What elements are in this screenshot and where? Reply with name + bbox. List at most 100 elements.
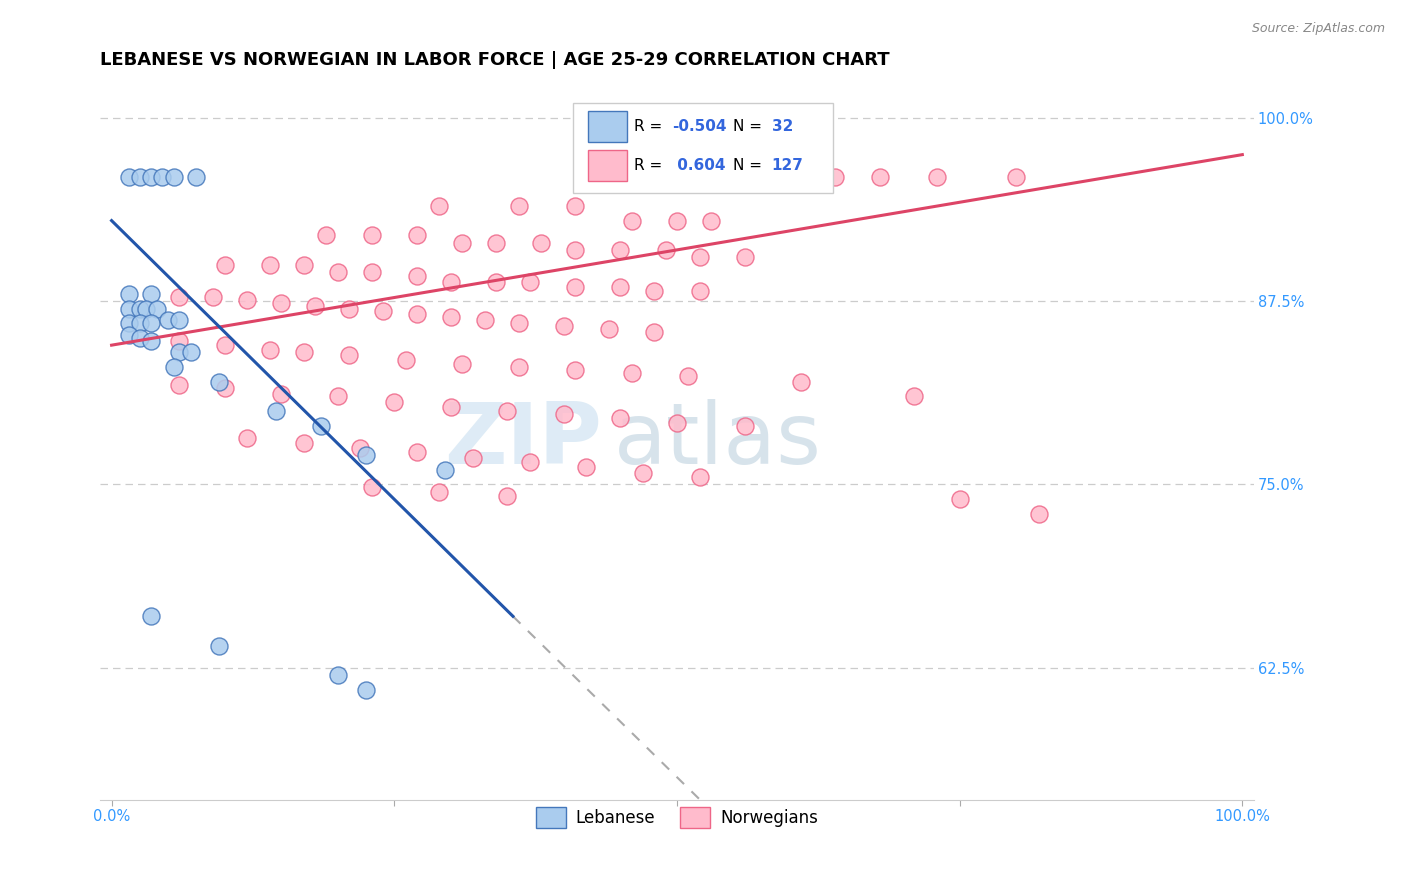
Text: N =: N = (734, 158, 768, 173)
Point (304, 299, 326, 313)
Point (141, 316, 163, 330)
FancyBboxPatch shape (588, 150, 627, 181)
Point (117, 316, 139, 330)
Point (270, 295, 292, 310)
Point (700, 213, 723, 227)
Point (609, 411, 631, 425)
Point (643, 284, 665, 298)
Point (309, 418, 332, 433)
Point (337, 348, 360, 362)
Point (496, 489, 519, 503)
Point (553, 407, 575, 421)
Point (564, 363, 586, 377)
Point (485, 275, 508, 289)
Point (790, 375, 813, 389)
Point (734, 418, 756, 433)
Point (474, 313, 496, 327)
Point (508, 199, 530, 213)
Point (496, 404, 519, 418)
Point (451, 357, 474, 371)
Point (117, 286, 139, 301)
Point (508, 360, 530, 375)
Text: ZIP: ZIP (444, 399, 602, 482)
Point (141, 286, 163, 301)
FancyBboxPatch shape (574, 103, 832, 193)
Point (326, 265, 349, 279)
Point (903, 389, 925, 403)
Text: -0.504: -0.504 (672, 120, 727, 134)
Point (1028, 507, 1050, 521)
Point (382, 395, 405, 409)
Point (208, 375, 231, 389)
Point (553, 319, 575, 334)
Point (208, 639, 231, 653)
Point (214, 381, 236, 395)
Point (609, 279, 631, 293)
Point (146, 301, 169, 316)
Point (169, 345, 191, 359)
Point (259, 343, 281, 357)
Point (925, 169, 948, 184)
Point (326, 668, 349, 682)
Point (214, 338, 236, 352)
Point (689, 470, 711, 484)
Point (620, 366, 643, 380)
Point (360, 480, 382, 494)
Point (157, 313, 180, 327)
Point (202, 290, 225, 304)
Point (598, 322, 620, 336)
Point (734, 250, 756, 264)
Point (180, 345, 202, 359)
Point (214, 258, 236, 272)
Point (406, 307, 429, 321)
Point (508, 316, 530, 330)
Point (406, 445, 429, 459)
Point (485, 235, 508, 250)
Text: LEBANESE VS NORWEGIAN IN LABOR FORCE | AGE 25-29 CORRELATION CHART: LEBANESE VS NORWEGIAN IN LABOR FORCE | A… (100, 51, 890, 69)
Point (169, 334, 191, 348)
Point (128, 331, 150, 345)
Point (360, 265, 382, 279)
Point (270, 386, 292, 401)
Point (292, 436, 315, 450)
Point (689, 250, 711, 264)
Text: N =: N = (734, 120, 768, 134)
Point (620, 213, 643, 227)
Point (169, 290, 191, 304)
Point (134, 301, 156, 316)
Point (371, 304, 394, 318)
Text: R =: R = (634, 158, 668, 173)
Point (406, 228, 429, 243)
Point (824, 169, 846, 184)
Point (128, 169, 150, 184)
Point (429, 484, 451, 499)
Point (689, 284, 711, 298)
Point (564, 243, 586, 257)
Point (292, 258, 315, 272)
Point (654, 243, 676, 257)
Point (236, 430, 259, 444)
Point (354, 448, 377, 462)
Point (394, 352, 416, 367)
Point (292, 345, 315, 359)
Point (141, 334, 163, 348)
Text: atlas: atlas (613, 399, 821, 482)
Point (163, 169, 186, 184)
Point (519, 275, 541, 289)
Point (949, 491, 972, 506)
Point (152, 169, 174, 184)
Point (236, 293, 259, 307)
Point (773, 169, 796, 184)
Legend: Lebanese, Norwegians: Lebanese, Norwegians (529, 801, 825, 834)
Point (117, 169, 139, 184)
Point (117, 327, 139, 342)
Point (141, 169, 163, 184)
Point (665, 416, 688, 430)
Point (440, 275, 463, 289)
Point (530, 235, 553, 250)
Point (326, 389, 349, 403)
Point (169, 377, 191, 392)
Point (463, 450, 485, 465)
Point (575, 459, 598, 474)
Point (117, 301, 139, 316)
